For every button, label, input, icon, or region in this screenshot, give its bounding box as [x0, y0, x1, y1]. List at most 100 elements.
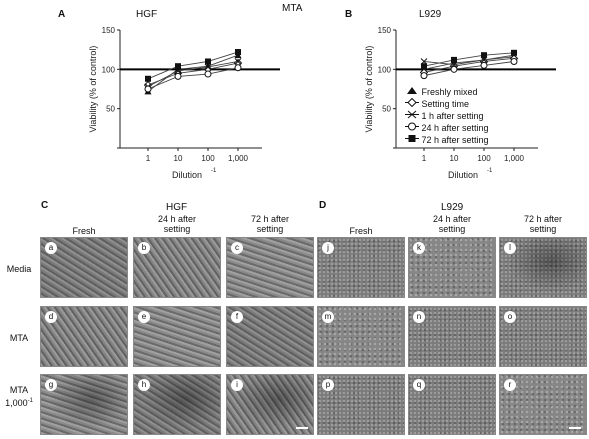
tile-letter-badge: e: [138, 311, 150, 323]
tile-letter-badge: f: [231, 311, 243, 323]
micrograph-tile: p: [317, 374, 405, 435]
micrograph-tile: g: [40, 374, 128, 435]
y-tick-label: 150: [378, 26, 392, 35]
x-tick-label: 10: [450, 154, 459, 163]
filled-square-icon: [405, 135, 419, 142]
panel-d-label: D: [319, 200, 327, 211]
data-point: [480, 61, 488, 69]
panel-a-label: A: [58, 9, 66, 20]
panel-a-title: HGF: [136, 9, 158, 20]
tile-letter-badge: k: [413, 242, 425, 254]
series-line: [423, 57, 515, 73]
micrograph-tile: d: [40, 306, 128, 367]
x-tick-label: 1: [422, 154, 427, 163]
x-tick-label: 100: [477, 154, 491, 163]
series-line: [423, 52, 515, 67]
micrograph-tile: o: [499, 306, 587, 367]
y-axis-label: Viability (% of control): [364, 46, 374, 133]
legend-item-24h: 24 h after setting: [405, 122, 489, 134]
figure-title: MTA: [282, 3, 303, 14]
series-line: [423, 61, 515, 77]
tile-letter-badge: b: [138, 242, 150, 254]
y-tick-label: 50: [382, 105, 391, 114]
tile-letter-badge: q: [413, 379, 425, 391]
row-header-media: Media: [6, 264, 32, 274]
micrograph-tile: q: [408, 374, 496, 435]
y-tick-label: 150: [102, 26, 116, 35]
data-point: [175, 63, 181, 70]
data-point: [204, 70, 212, 78]
series-line: [423, 56, 515, 70]
data-point: [204, 63, 212, 71]
micrograph-tile: f: [226, 306, 314, 367]
data-point: [234, 58, 242, 65]
tile-letter-badge: i: [231, 379, 243, 391]
data-point: [481, 52, 487, 59]
panel-b-label: B: [345, 9, 353, 20]
x-tick-label: 1,000: [504, 154, 525, 163]
data-point: [510, 57, 518, 65]
open-triangle-x-icon: [405, 110, 419, 119]
micrograph-image: [318, 307, 404, 366]
tile-letter-badge: j: [322, 242, 334, 254]
chart-a: 50 100 150 1 10 100 1,000 Viability (% of contr…: [88, 26, 280, 180]
chart-b: 50 100 150 1 10 100 1,000 Viability (% of contr…: [364, 26, 556, 180]
tile-letter-badge: p: [322, 379, 334, 391]
panel-c-label: C: [41, 200, 49, 211]
open-diamond-icon: [405, 97, 419, 108]
tile-letter-badge: r: [504, 379, 516, 391]
data-point: [145, 75, 151, 82]
panel-c-group: HGF: [166, 202, 188, 213]
micrograph-tile: k: [408, 237, 496, 298]
col-header-72h-d: 72 h after setting: [523, 214, 563, 234]
x-axis-label-sup: -1: [211, 168, 217, 174]
series-line: [147, 54, 239, 92]
micrograph-tile: l: [499, 237, 587, 298]
tile-letter-badge: d: [45, 311, 57, 323]
micrograph-tile: j: [317, 237, 405, 298]
col-header-fresh: Fresh: [72, 226, 96, 236]
tile-letter-badge: o: [504, 311, 516, 323]
tile-letter-badge: h: [138, 379, 150, 391]
series-line: [147, 61, 239, 88]
micrograph-image: [500, 307, 586, 366]
legend-item-freshly-mixed: Freshly mixed: [405, 86, 489, 98]
scale-bar: [296, 427, 308, 429]
col-header-24h-d: 24 h after setting: [432, 214, 472, 234]
panel-b-title: L929: [419, 9, 442, 20]
open-circle-icon: [405, 122, 419, 131]
scale-bar: [569, 427, 581, 429]
x-axis-label: Dilution: [172, 170, 202, 180]
data-point: [174, 72, 182, 80]
data-point: [234, 64, 242, 72]
micrograph-tile: i: [226, 374, 314, 435]
micrograph-tile: c: [226, 237, 314, 298]
data-point: [420, 72, 428, 80]
x-axis-label-sup: -1: [487, 168, 493, 174]
col-header-24h: 24 h after setting: [157, 214, 197, 234]
row-header-mta: MTA: [9, 333, 29, 343]
x-tick-label: 100: [201, 154, 215, 163]
row-header-mta-1000: MTA 1,000-1: [5, 385, 33, 408]
legend-item-setting-time: Setting time: [405, 97, 489, 110]
tile-letter-badge: m: [322, 311, 334, 323]
micrograph-tile: a: [40, 237, 128, 298]
series-line: [147, 67, 239, 90]
data-point: [144, 85, 152, 93]
col-header-72h: 72 h after setting: [250, 214, 290, 234]
data-point: [451, 56, 457, 63]
micrograph-tile: n: [408, 306, 496, 367]
legend-item-72h: 72 h after setting: [405, 134, 489, 146]
y-axis-label: Viability (% of control): [88, 46, 98, 133]
data-point: [421, 63, 427, 70]
data-point: [450, 65, 458, 73]
tile-letter-badge: n: [413, 311, 425, 323]
y-tick-label: 50: [106, 105, 115, 114]
tile-letter-badge: l: [504, 242, 516, 254]
x-tick-label: 1,000: [228, 154, 249, 163]
x-axis-label: Dilution: [448, 170, 478, 180]
micrograph-tile: e: [133, 306, 221, 367]
filled-triangle-icon: [407, 87, 417, 94]
data-point: [235, 49, 241, 56]
tile-letter-badge: c: [231, 242, 243, 254]
